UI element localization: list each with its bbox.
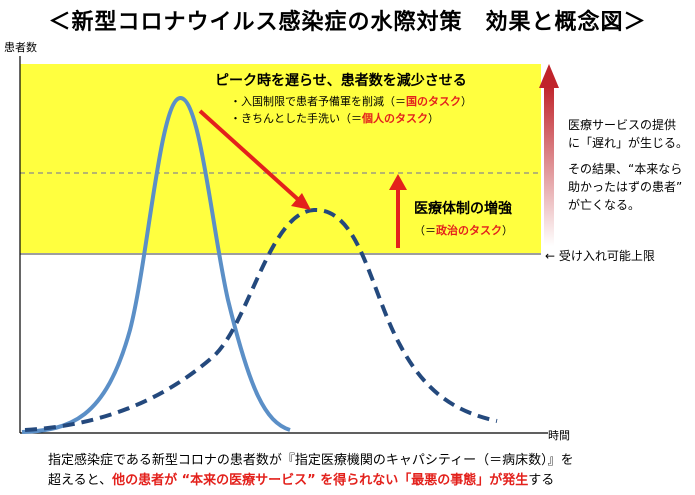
delay-peak-arrowhead — [291, 193, 311, 210]
healthcare-annotation-sub: （＝政治のタスク） — [414, 224, 513, 237]
side-note-line-2: に「遅れ」が生じる。 — [568, 136, 689, 150]
peak-annotation-bullet-1: ・入国制限で患者予備軍を削減（＝国のタスク） — [230, 95, 472, 108]
healthcare-boost-arrowhead — [389, 174, 407, 190]
side-arrow-head — [539, 64, 559, 88]
y-axis-label: 患者数 — [4, 41, 37, 54]
peak-annotation-bullet-2: ・きちんとした手洗い（＝個人のタスク） — [230, 112, 439, 125]
x-axis-label: 時間 — [548, 429, 570, 442]
footer-line-1: 指定感染症である新型コロナの患者数が『指定医療機関のキャパシティー（＝病床数）』… — [48, 453, 574, 468]
peak-annotation-heading: ピーク時を遅らせ、患者数を減少させる — [215, 73, 467, 89]
side-arrow-shaft — [544, 86, 554, 246]
capacity-limit-label: ← 受け入れ可能上限 — [545, 249, 655, 263]
side-note: 医療サービスの提供 に「遅れ」が生じる。 その結果、“本来なら 助かったはずの患… — [568, 116, 688, 214]
original-peak-curve — [21, 96, 291, 434]
side-note-line-4: 助かったはずの患者” — [568, 180, 683, 194]
flattened-peak-curve — [24, 207, 498, 432]
side-note-line-1: 医療サービスの提供 — [568, 118, 677, 132]
side-note-line-3: その結果、“本来なら — [568, 162, 683, 176]
capacity-band — [20, 64, 541, 254]
footer-text: 指定感染症である新型コロナの患者数が『指定医療機関のキャパシティー（＝病床数）』… — [48, 451, 574, 491]
footer-line-2: 超えると、他の患者が “本来の医療サービス” を得られない「最悪の事態」が発生す… — [48, 473, 555, 488]
side-note-line-5: が亡くなる。 — [568, 198, 641, 212]
page-title: ＜新型コロナウイルス感染症の水際対策 効果と概念図＞ — [48, 10, 647, 35]
delay-peak-arrow — [198, 109, 304, 205]
healthcare-annotation-heading: 医療体制の増強 — [414, 201, 512, 217]
